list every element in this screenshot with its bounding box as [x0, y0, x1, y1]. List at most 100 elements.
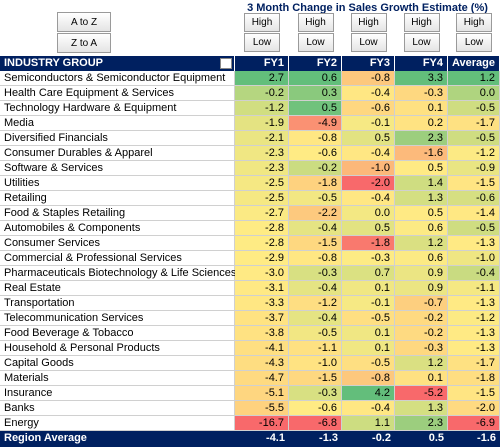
value-cell: -0.3 [395, 341, 448, 356]
value-cell: -1.3 [448, 236, 500, 251]
value-cell: 1.2 [395, 356, 448, 371]
value-cell: -0.8 [289, 131, 342, 146]
sort-button[interactable]: Z to A [57, 33, 111, 53]
row-label: Telecommunication Services [0, 311, 235, 326]
value-cell: -1.5 [448, 176, 500, 191]
value-cell: -0.4 [289, 221, 342, 236]
value-cell: -1.4 [448, 206, 500, 221]
row-label: Technology Hardware & Equipment [0, 101, 235, 116]
row-label: Insurance [0, 386, 235, 401]
filter-button[interactable]: High [244, 13, 280, 32]
value-cell: -0.5 [448, 221, 500, 236]
value-cell: 0.5 [395, 161, 448, 176]
value-cell: -1.0 [342, 161, 395, 176]
value-cell: -5.1 [235, 386, 289, 401]
filter-button[interactable]: Low [456, 33, 492, 52]
value-cell: 0.6 [289, 71, 342, 86]
column-header: FY3 [342, 56, 395, 71]
value-cell: -1.2 [448, 311, 500, 326]
value-cell: -1.1 [289, 341, 342, 356]
value-cell: 1.4 [395, 176, 448, 191]
value-cell: -16.7 [235, 416, 289, 431]
filter-button[interactable]: Low [350, 33, 387, 52]
value-cell: 0.9 [395, 281, 448, 296]
value-cell: -0.2 [395, 326, 448, 341]
title: 3 Month Change in Sales Growth Estimate … [247, 2, 488, 14]
value-cell: -1.3 [448, 341, 500, 356]
value-cell: -2.9 [235, 251, 289, 266]
row-label: Food Beverage & Tobacco [0, 326, 235, 341]
row-label: Pharmaceuticals Biotechnology & Life Sci… [0, 266, 236, 281]
sort-button[interactable]: A to Z [57, 12, 111, 32]
value-cell: -5.5 [235, 401, 289, 416]
value-cell: -0.6 [342, 101, 395, 116]
value-cell: -1.9 [235, 116, 289, 131]
value-cell: -0.5 [342, 356, 395, 371]
column-header: FY2 [289, 56, 342, 71]
value-cell: 4.2 [342, 386, 395, 401]
value-cell: -3.3 [235, 296, 289, 311]
value-cell: -0.6 [289, 146, 342, 161]
row-label: Retailing [0, 191, 235, 206]
value-cell: -1.1 [448, 281, 500, 296]
filter-button[interactable]: High [297, 13, 334, 32]
value-cell: -1.5 [289, 371, 342, 386]
value-cell: -0.8 [289, 251, 342, 266]
value-cell: 0.1 [342, 326, 395, 341]
value-cell: -4.1 [235, 341, 289, 356]
value-cell: 0.5 [342, 221, 395, 236]
value-cell: -1.2 [235, 101, 289, 116]
value-cell: -0.5 [448, 101, 500, 116]
value-cell: -3.7 [235, 311, 289, 326]
filter-button[interactable]: Low [403, 33, 440, 52]
value-cell: -1.8 [289, 176, 342, 191]
filter-button[interactable]: High [403, 13, 440, 32]
filter-icon[interactable] [220, 58, 232, 69]
value-cell: 0.1 [342, 341, 395, 356]
value-cell: 0.5 [289, 101, 342, 116]
value-cell: -4.9 [289, 116, 342, 131]
row-label: Household & Personal Products [0, 341, 235, 356]
value-cell: -1.8 [448, 371, 500, 386]
value-cell: -0.4 [448, 266, 500, 281]
value-cell: -1.7 [448, 356, 500, 371]
value-cell: -1.5 [448, 386, 500, 401]
column-header: FY4 [395, 56, 448, 71]
value-cell: -1.8 [342, 236, 395, 251]
column-header: Average [448, 56, 500, 71]
value-cell: -0.4 [342, 86, 395, 101]
row-label: Real Estate [0, 281, 235, 296]
value-cell: 0.5 [342, 131, 395, 146]
value-cell: 2.7 [235, 71, 289, 86]
value-cell: 0.9 [395, 266, 448, 281]
value-cell: -2.8 [235, 221, 289, 236]
row-label: Energy [0, 416, 235, 431]
value-cell: -0.5 [448, 131, 500, 146]
value-cell: -0.2 [395, 311, 448, 326]
value-cell: -1.7 [448, 116, 500, 131]
value-cell: -1.5 [289, 236, 342, 251]
value-cell: 0.2 [395, 116, 448, 131]
value-cell: -3.8 [235, 326, 289, 341]
row-label: Banks [0, 401, 235, 416]
value-cell: -0.4 [289, 311, 342, 326]
filter-button[interactable]: High [456, 13, 492, 32]
value-cell: -5.2 [395, 386, 448, 401]
value-cell: 0.1 [395, 101, 448, 116]
value-cell: -0.5 [289, 191, 342, 206]
row-label: Automobiles & Components [0, 221, 235, 236]
value-cell: -0.7 [395, 296, 448, 311]
value-cell: -1.3 [448, 296, 500, 311]
value-cell: 3.3 [395, 71, 448, 86]
filter-button[interactable]: Low [244, 33, 280, 52]
value-cell: -0.4 [342, 401, 395, 416]
filter-button[interactable]: Low [297, 33, 334, 52]
row-label: Consumer Services [0, 236, 235, 251]
value-cell: 1.3 [395, 191, 448, 206]
footer-value: 0.5 [395, 431, 448, 447]
value-cell: -6.9 [448, 416, 500, 431]
value-cell: -4.7 [235, 371, 289, 386]
column-header: INDUSTRY GROUP [0, 56, 235, 71]
value-cell: -0.1 [342, 116, 395, 131]
filter-button[interactable]: High [350, 13, 387, 32]
